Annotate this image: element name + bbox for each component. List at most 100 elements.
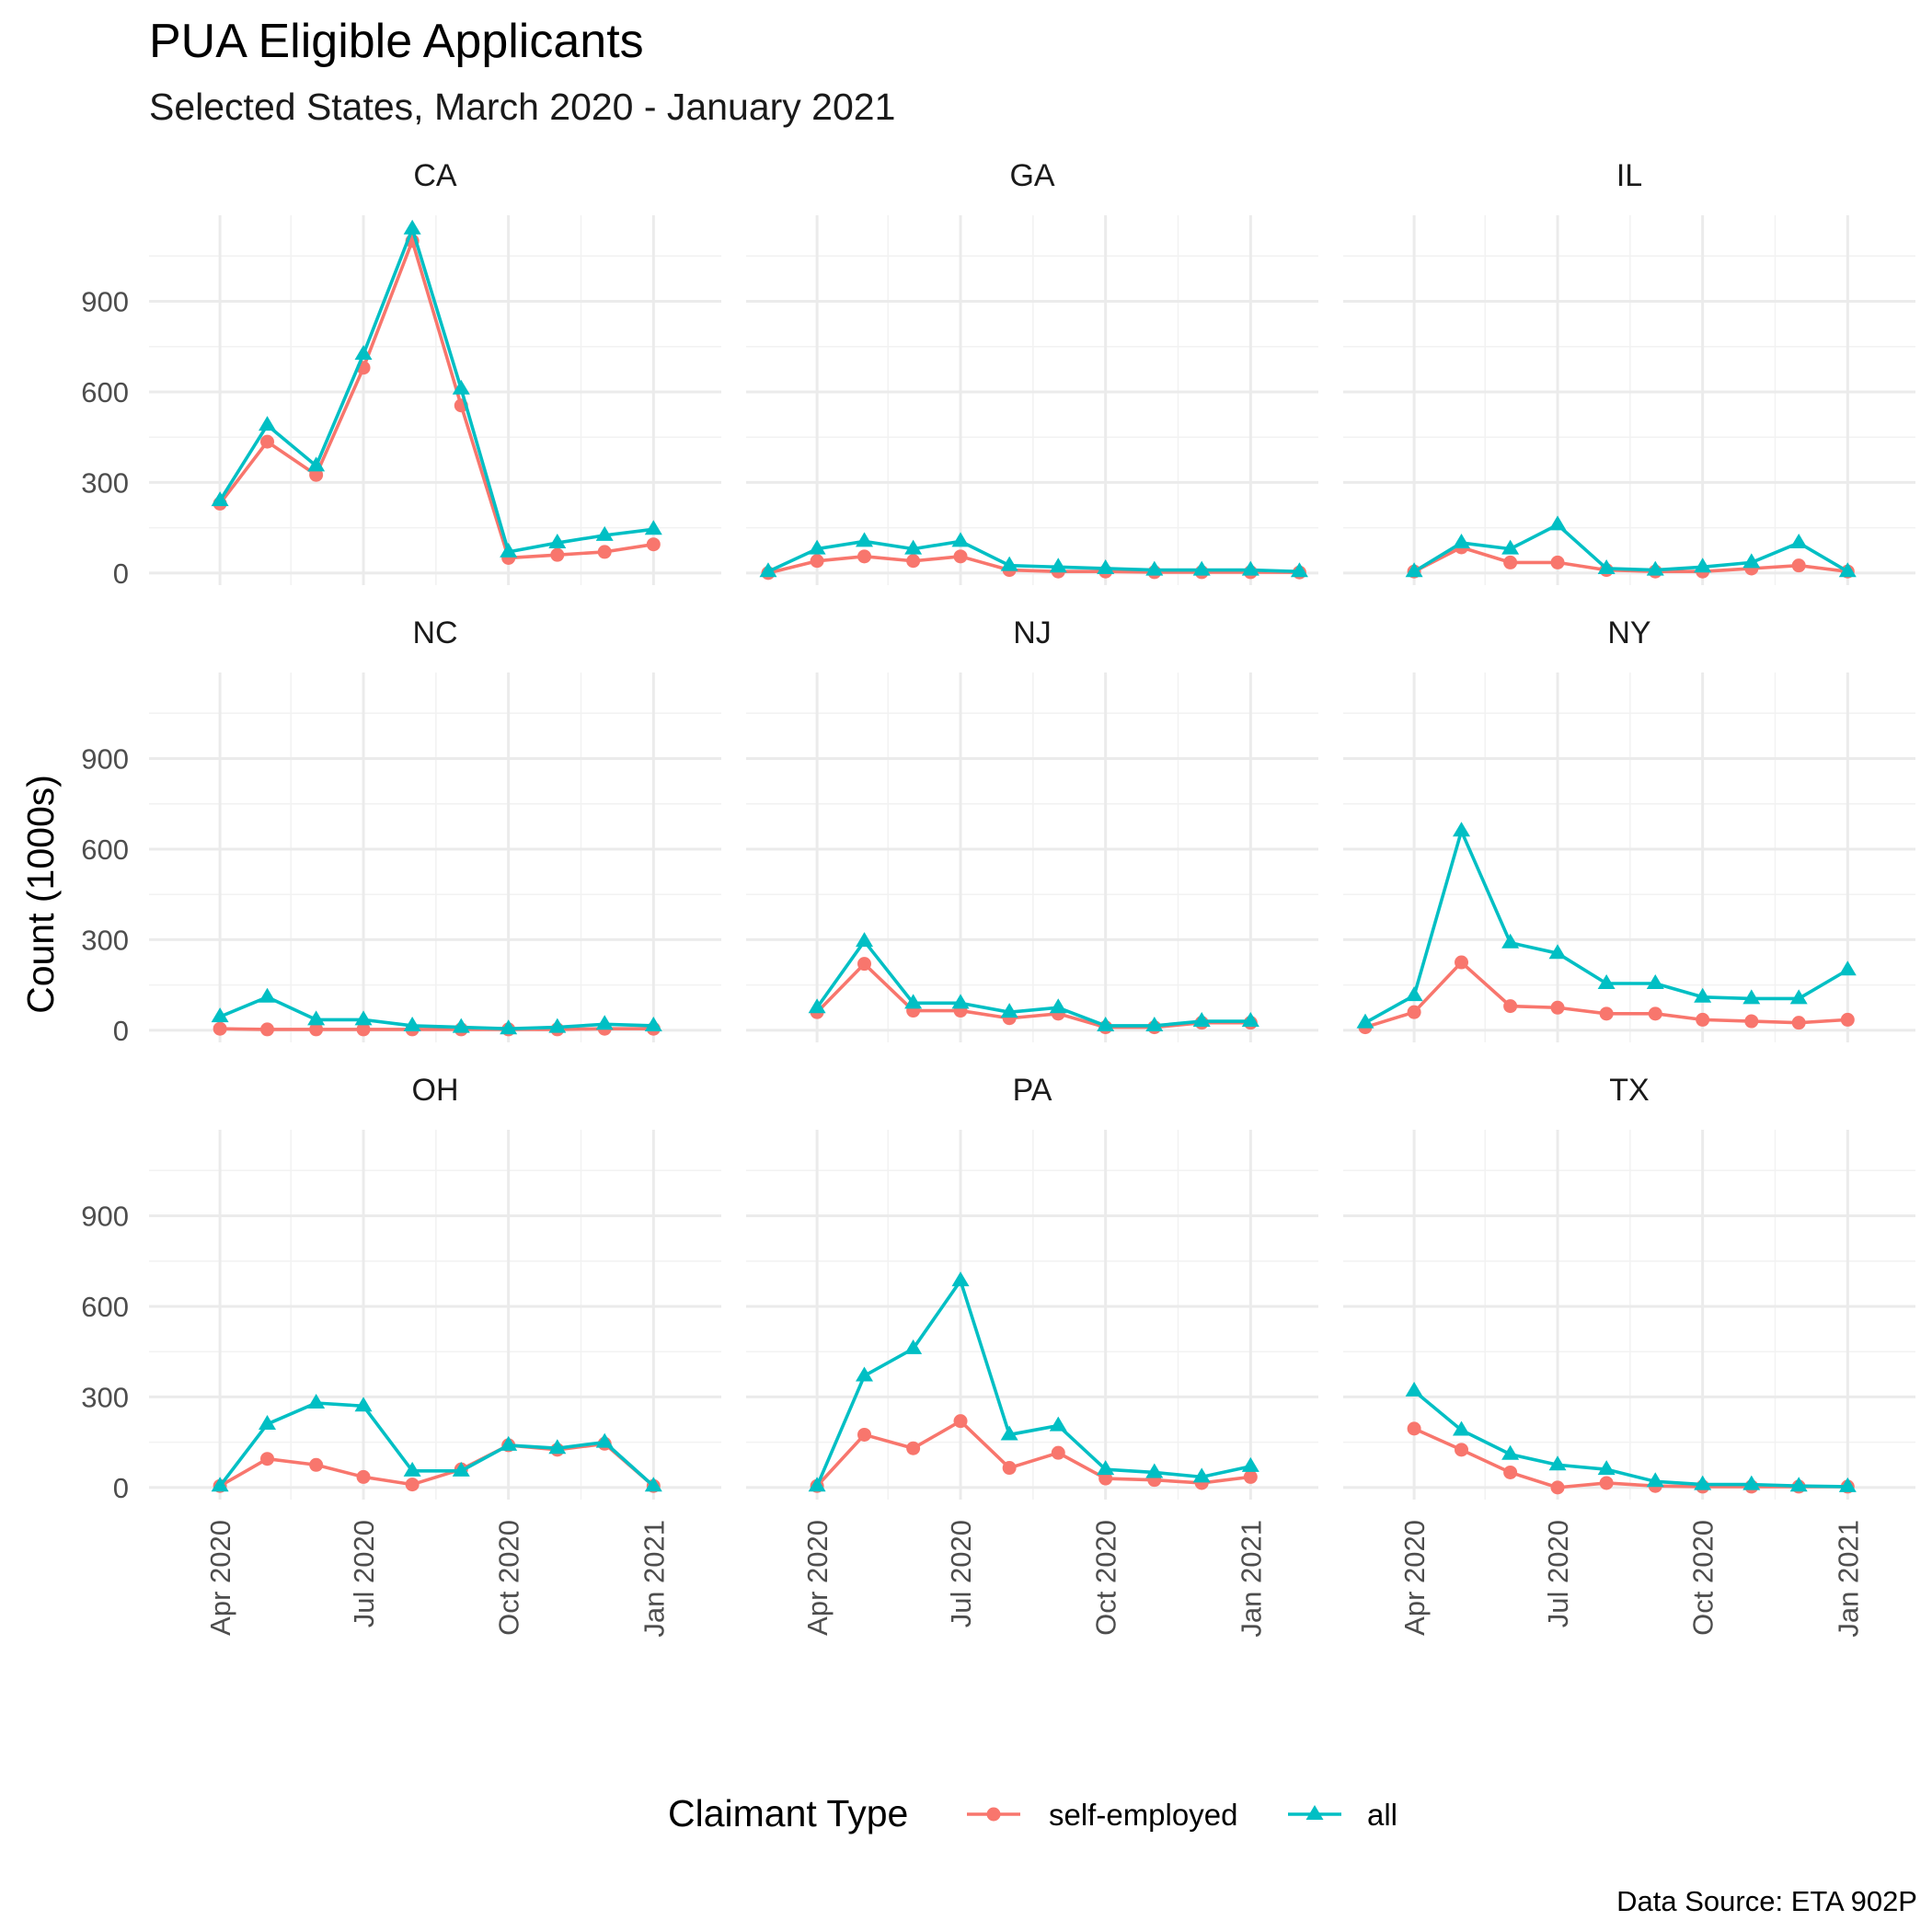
point-all	[354, 344, 373, 360]
point-self-employed	[857, 957, 872, 972]
y-axis-label: Count (1000s)	[19, 775, 62, 1014]
point-self-employed	[597, 545, 612, 559]
point-self-employed	[309, 1457, 324, 1472]
series-line-all	[219, 995, 654, 1031]
y-tick-label: 300	[81, 1381, 129, 1413]
point-all	[354, 1397, 373, 1412]
legend-title: Claimant Type	[668, 1792, 908, 1834]
point-all	[1694, 558, 1712, 573]
point-all	[1145, 1463, 1164, 1478]
point-self-employed	[1744, 1014, 1759, 1029]
point-all	[1597, 558, 1616, 574]
point-self-employed	[1550, 555, 1565, 569]
point-all	[259, 1414, 277, 1430]
facet-strip-label: OH	[412, 1073, 459, 1108]
panel-tx: TX Apr 2020 Jul 2020 Oct 2020 Jan 2021	[1343, 1073, 1915, 1638]
point-self-employed	[857, 1427, 872, 1442]
panel-pa: PA Apr 2020 Jul 2020 Oct 2020 Jan 2021	[746, 1073, 1318, 1638]
y-tick-label: 600	[81, 1291, 129, 1323]
point-self-employed	[1407, 1421, 1421, 1436]
point-all	[1548, 1455, 1567, 1471]
series-line-all	[767, 539, 1300, 574]
point-all	[1097, 1016, 1115, 1031]
point-all	[1192, 560, 1211, 576]
panel-nc: NC 0 300 600 900	[81, 615, 721, 1047]
point-self-employed	[213, 1021, 227, 1036]
x-tick-label: Jan 2021	[638, 1520, 670, 1638]
point-all	[1241, 560, 1259, 576]
facet-strip-label: IL	[1616, 158, 1642, 193]
point-self-employed	[953, 549, 968, 564]
point-self-employed	[906, 554, 921, 569]
point-all	[759, 562, 777, 578]
point-all	[1646, 1472, 1664, 1488]
point-self-employed	[1550, 1480, 1565, 1495]
y-tick-label: 900	[81, 286, 129, 318]
series-line-all	[218, 226, 654, 554]
point-all	[307, 1393, 326, 1409]
point-all	[1501, 933, 1520, 949]
point-all	[1742, 553, 1761, 569]
point-all	[1838, 1477, 1857, 1492]
point-all	[951, 532, 970, 547]
point-self-employed	[810, 554, 824, 569]
point-self-employed	[857, 549, 872, 564]
point-all	[354, 1010, 373, 1026]
y-tick-label: 600	[81, 376, 129, 408]
point-all	[403, 1461, 421, 1477]
point-all	[904, 994, 923, 1009]
point-self-employed	[260, 1452, 275, 1466]
point-self-employed	[953, 1414, 968, 1429]
point-all	[1097, 558, 1115, 574]
point-all	[856, 932, 874, 948]
point-all	[500, 542, 518, 558]
series-line-self-employed	[815, 1419, 1251, 1488]
point-self-employed	[1002, 1461, 1017, 1476]
x-tick-label: Apr 2020	[801, 1520, 834, 1636]
point-all	[211, 1007, 229, 1023]
point-all	[904, 539, 923, 555]
y-tick-label: 900	[81, 1201, 129, 1233]
x-tick-label: Jul 2020	[1542, 1520, 1574, 1627]
x-tick-label: Jan 2021	[1235, 1520, 1267, 1638]
point-self-employed	[1503, 1465, 1518, 1479]
y-tick-label: 0	[113, 1015, 129, 1047]
point-all	[951, 994, 970, 1009]
point-all	[307, 1010, 326, 1026]
point-all	[1241, 1456, 1259, 1472]
legend-key-all: all	[1288, 1798, 1397, 1832]
point-self-employed	[1791, 558, 1806, 573]
point-self-employed	[309, 1022, 324, 1037]
point-all	[211, 491, 229, 507]
series-line-self-employed	[815, 961, 1251, 1029]
point-all	[548, 1439, 567, 1455]
x-tick-label: Oct 2020	[1090, 1520, 1122, 1636]
point-all	[1097, 1460, 1115, 1476]
point-all	[808, 539, 826, 555]
point-all	[1838, 960, 1857, 976]
chart-subtitle: Selected States, March 2020 - January 20…	[149, 86, 895, 128]
point-all	[211, 1477, 229, 1492]
point-self-employed	[646, 537, 661, 552]
point-self-employed	[1599, 1476, 1614, 1490]
point-all	[1789, 1477, 1808, 1492]
point-self-employed	[1550, 1000, 1565, 1015]
legend-label-self-employed: self-employed	[1049, 1798, 1237, 1832]
point-all	[595, 1432, 614, 1448]
point-self-employed	[1791, 1016, 1806, 1030]
point-all	[307, 456, 326, 472]
point-all	[1192, 1012, 1211, 1028]
x-tick-label: Apr 2020	[204, 1520, 236, 1636]
point-all	[1453, 822, 1471, 837]
point-all	[1789, 989, 1808, 1005]
point-all	[452, 379, 470, 395]
point-all	[1049, 998, 1067, 1014]
point-self-employed	[309, 467, 324, 482]
point-all	[1501, 539, 1520, 555]
x-tick-label: Oct 2020	[493, 1520, 525, 1636]
point-self-employed	[405, 1478, 420, 1492]
data-source-caption: Data Source: ETA 902P	[1616, 1885, 1917, 1917]
point-all	[1192, 1467, 1211, 1483]
point-self-employed	[906, 1441, 921, 1455]
